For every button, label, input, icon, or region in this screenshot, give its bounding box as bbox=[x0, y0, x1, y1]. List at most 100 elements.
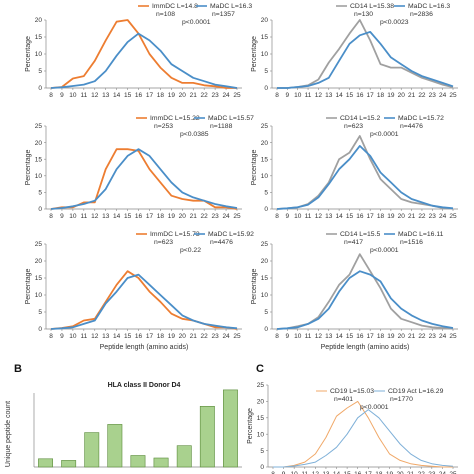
y-tick-label: 5 bbox=[38, 190, 42, 197]
stat-n1: n=623 bbox=[344, 123, 363, 130]
x-tick-label: 13 bbox=[102, 213, 110, 220]
stat-n2: n=1770 bbox=[390, 396, 413, 403]
x-tick-label: 10 bbox=[291, 471, 299, 474]
x-tick-label: 15 bbox=[346, 333, 354, 340]
y-axis-label: Percentage bbox=[251, 36, 258, 72]
x-tick-label: 16 bbox=[356, 92, 364, 99]
stat-n2: n=1357 bbox=[212, 11, 235, 18]
x-tick-label: 13 bbox=[325, 333, 333, 340]
x-tick-label: 9 bbox=[286, 333, 290, 340]
x-tick-label: 8 bbox=[275, 333, 279, 340]
x-tick-label: 15 bbox=[346, 92, 354, 99]
y-tick-label: 5 bbox=[264, 190, 268, 197]
x-tick-label: 23 bbox=[212, 333, 220, 340]
x-tick-label: 24 bbox=[222, 92, 230, 99]
stat-p: p<0.22 bbox=[180, 247, 201, 254]
x-tick-label: 17 bbox=[367, 333, 375, 340]
x-tick-label: 17 bbox=[365, 471, 373, 474]
y-tick-label: 25 bbox=[261, 241, 269, 248]
x-tick-label: 10 bbox=[294, 213, 302, 220]
x-tick-label: 25 bbox=[449, 92, 457, 99]
x-tick-label: 16 bbox=[135, 92, 143, 99]
x-tick-label: 24 bbox=[439, 213, 447, 220]
x-tick-label: 13 bbox=[102, 333, 110, 340]
x-tick-label: 14 bbox=[336, 213, 344, 220]
x-tick-label: 21 bbox=[407, 471, 415, 474]
x-tick-label: 18 bbox=[157, 333, 165, 340]
x-tick-label: 14 bbox=[336, 92, 344, 99]
x-tick-label: 14 bbox=[333, 471, 341, 474]
x-tick-label: 13 bbox=[325, 213, 333, 220]
x-tick-label: 21 bbox=[408, 92, 416, 99]
stat-p: p<0.0001 bbox=[370, 247, 399, 254]
x-tick-label: 19 bbox=[387, 333, 395, 340]
chart-C: 0510152025891011121314151617181920212223… bbox=[247, 382, 458, 474]
x-tick-label: 23 bbox=[429, 92, 437, 99]
stat-n1: n=253 bbox=[154, 123, 173, 130]
bar bbox=[107, 424, 123, 468]
legend: CD19 L=15.03 CD19 Act L=16.29 n=401 n=1770p… bbox=[316, 388, 444, 411]
x-tick-label: 15 bbox=[124, 92, 132, 99]
series-line-1 bbox=[50, 148, 238, 210]
x-tick-label: 25 bbox=[449, 213, 457, 220]
legend-entry: ImmDC L=14.8 bbox=[152, 3, 198, 10]
series-line-0 bbox=[50, 19, 237, 89]
x-tick-label: 15 bbox=[124, 213, 132, 220]
x-tick-label: 11 bbox=[80, 333, 87, 340]
x-tick-label: 24 bbox=[439, 471, 447, 474]
x-tick-label: 10 bbox=[69, 213, 77, 220]
legend-entry: ImmDC L=15.73 bbox=[150, 231, 200, 238]
x-tick-label: 19 bbox=[386, 471, 394, 474]
x-tick-label: 12 bbox=[91, 333, 99, 340]
y-tick-label: 10 bbox=[261, 292, 269, 299]
x-tick-label: 24 bbox=[439, 333, 447, 340]
x-tick-label: 17 bbox=[367, 92, 375, 99]
y-axis-label: Percentage bbox=[25, 36, 32, 72]
y-tick-label: 15 bbox=[35, 156, 43, 163]
y-tick-label: 15 bbox=[261, 156, 269, 163]
y-tick-label: 15 bbox=[261, 275, 269, 282]
x-tick-label: 11 bbox=[80, 213, 87, 220]
x-tick-label: 16 bbox=[135, 213, 143, 220]
y-tick-label: 0 bbox=[260, 464, 264, 471]
x-tick-label: 18 bbox=[377, 92, 385, 99]
legend-entry: CD14 L=15.38 bbox=[350, 3, 394, 10]
series-line-0 bbox=[276, 135, 454, 210]
y-axis-label: Percentage bbox=[25, 268, 32, 304]
y-tick-label: 25 bbox=[261, 123, 269, 130]
x-tick-label: 14 bbox=[113, 92, 121, 99]
x-tick-label: 8 bbox=[49, 333, 53, 340]
legend-entry: MaDC L=16.3 bbox=[408, 3, 450, 10]
x-tick-label: 15 bbox=[344, 471, 352, 474]
y-tick-label: 20 bbox=[261, 140, 269, 147]
stat-n2: n=4476 bbox=[400, 123, 423, 130]
bar bbox=[223, 389, 238, 468]
y-tick-label: 20 bbox=[35, 258, 43, 265]
x-tick-label: 19 bbox=[168, 213, 176, 220]
x-tick-label: 13 bbox=[322, 471, 330, 474]
x-tick-label: 14 bbox=[113, 213, 121, 220]
x-tick-label: 11 bbox=[305, 92, 312, 99]
x-tick-label: 17 bbox=[367, 213, 375, 220]
x-tick-label: 16 bbox=[356, 333, 364, 340]
bar bbox=[61, 460, 77, 468]
x-tick-label: 22 bbox=[418, 213, 426, 220]
series-line-1 bbox=[50, 32, 238, 89]
x-tick-label: 18 bbox=[377, 333, 385, 340]
legend-entry: MaDC L=15.57 bbox=[208, 115, 254, 122]
x-tick-label: 10 bbox=[69, 333, 77, 340]
legend-entry: CD19 L=15.03 bbox=[330, 388, 374, 395]
x-tick-label: 22 bbox=[201, 213, 209, 220]
y-tick-label: 10 bbox=[257, 431, 265, 438]
bar bbox=[84, 432, 100, 468]
x-tick-label: 20 bbox=[179, 213, 187, 220]
x-tick-label: 8 bbox=[275, 92, 279, 99]
x-tick-label: 23 bbox=[428, 471, 436, 474]
x-tick-label: 23 bbox=[429, 213, 437, 220]
y-tick-label: 10 bbox=[261, 173, 269, 180]
legend-entry: ImmDC L=15.22 bbox=[150, 115, 200, 122]
y-tick-label: 5 bbox=[260, 448, 264, 455]
y-axis-label: Percentage bbox=[251, 268, 258, 304]
x-tick-label: 9 bbox=[60, 213, 64, 220]
